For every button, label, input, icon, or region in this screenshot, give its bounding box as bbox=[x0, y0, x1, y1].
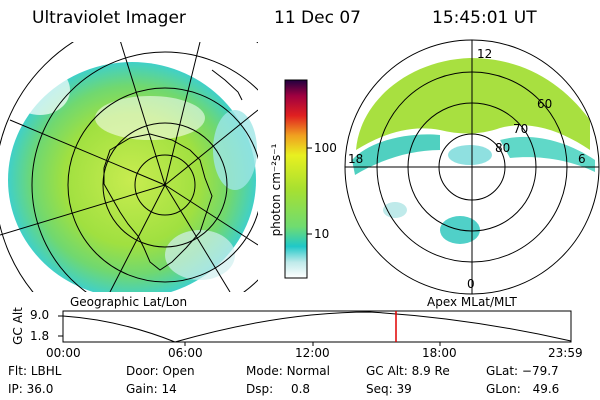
colorbar bbox=[284, 79, 312, 279]
mode-field: Mode: Normal bbox=[246, 364, 330, 378]
dsp-value: 0.8 bbox=[290, 382, 311, 396]
timeline-ytick-9: 9.0 bbox=[30, 308, 50, 322]
date-label: 11 Dec 07 bbox=[274, 8, 361, 28]
door-field: Door: Open bbox=[126, 364, 195, 378]
timeline-ytick-1.8: 1.8 bbox=[30, 329, 50, 343]
right-panel-label: Apex MLat/MLT bbox=[427, 295, 517, 309]
mlt-label-0: 0 bbox=[467, 277, 475, 291]
mlt-label-18: 18 bbox=[348, 152, 363, 166]
lat-label-60: 60 bbox=[537, 97, 552, 111]
glon-field: GLon: 49.6 bbox=[486, 382, 559, 396]
dsp-field: Dsp: 0.8 bbox=[246, 382, 310, 396]
geographic-map bbox=[0, 42, 258, 292]
glon-value: 49.6 bbox=[532, 382, 560, 396]
mode-label: Mode: bbox=[246, 364, 283, 378]
aurora-image-right bbox=[356, 58, 590, 150]
filter-label: Flt: bbox=[8, 364, 27, 378]
mlt-label-6: 6 bbox=[578, 152, 586, 166]
timeline-frame bbox=[62, 310, 572, 343]
seq-label: Seq: bbox=[366, 382, 393, 396]
seq-field: Seq: 39 bbox=[366, 382, 412, 396]
mode-value: Normal bbox=[286, 364, 330, 378]
left-panel-label: Geographic Lat/Lon bbox=[70, 295, 188, 309]
colorbar-gradient bbox=[284, 79, 308, 279]
lat-label-70: 70 bbox=[513, 122, 528, 136]
timeline-xtick-2359: 23:59 bbox=[548, 346, 583, 360]
colorbar-unit-label: photon cm⁻²s⁻¹ bbox=[269, 143, 283, 237]
antarctica-coastline bbox=[103, 133, 213, 271]
glat-field: GLat: −79.7 bbox=[486, 364, 559, 378]
filter-value: LBHL bbox=[30, 364, 62, 378]
filter-field: Flt: LBHL bbox=[8, 364, 61, 378]
gain-field: Gain: 14 bbox=[126, 382, 177, 396]
seq-value: 39 bbox=[396, 382, 412, 396]
timeline-xtick-0000: 00:00 bbox=[46, 346, 81, 360]
door-value: Open bbox=[162, 364, 195, 378]
lat-label-80: 80 bbox=[495, 141, 510, 155]
gcalt-field: GC Alt: 8.9 Re bbox=[366, 364, 450, 378]
gcalt-label: GC Alt: bbox=[366, 364, 408, 378]
altitude-curve bbox=[62, 311, 572, 343]
timeline-xtick-1800: 18:00 bbox=[422, 346, 457, 360]
timeline-y-label: GC Alt bbox=[11, 307, 25, 345]
glat-label: GLat: bbox=[486, 364, 519, 378]
dsp-label: Dsp: bbox=[246, 382, 274, 396]
ip-label: IP: bbox=[8, 382, 23, 396]
ip-value: 36.0 bbox=[26, 382, 54, 396]
time-label: 15:45:01 UT bbox=[432, 8, 537, 28]
glon-label: GLon: bbox=[486, 382, 521, 396]
colorbar-tick-100: 100 bbox=[314, 141, 337, 155]
glat-value: −79.7 bbox=[521, 364, 559, 378]
door-label: Door: bbox=[126, 364, 159, 378]
ip-field: IP: 36.0 bbox=[8, 382, 53, 396]
altitude-timeline bbox=[58, 310, 572, 346]
colorbar-tick-10: 10 bbox=[314, 227, 330, 241]
mlt-label-12: 12 bbox=[477, 47, 492, 61]
gain-value: 14 bbox=[161, 382, 177, 396]
gcalt-value: 8.9 Re bbox=[411, 364, 450, 378]
instrument-title: Ultraviolet Imager bbox=[32, 8, 186, 28]
polar-plot: 12 18 6 0 60 70 80 bbox=[344, 39, 600, 295]
timeline-xtick-1200: 12:00 bbox=[295, 346, 330, 360]
gain-label: Gain: bbox=[126, 382, 158, 396]
timeline-xtick-0600: 06:00 bbox=[168, 346, 203, 360]
